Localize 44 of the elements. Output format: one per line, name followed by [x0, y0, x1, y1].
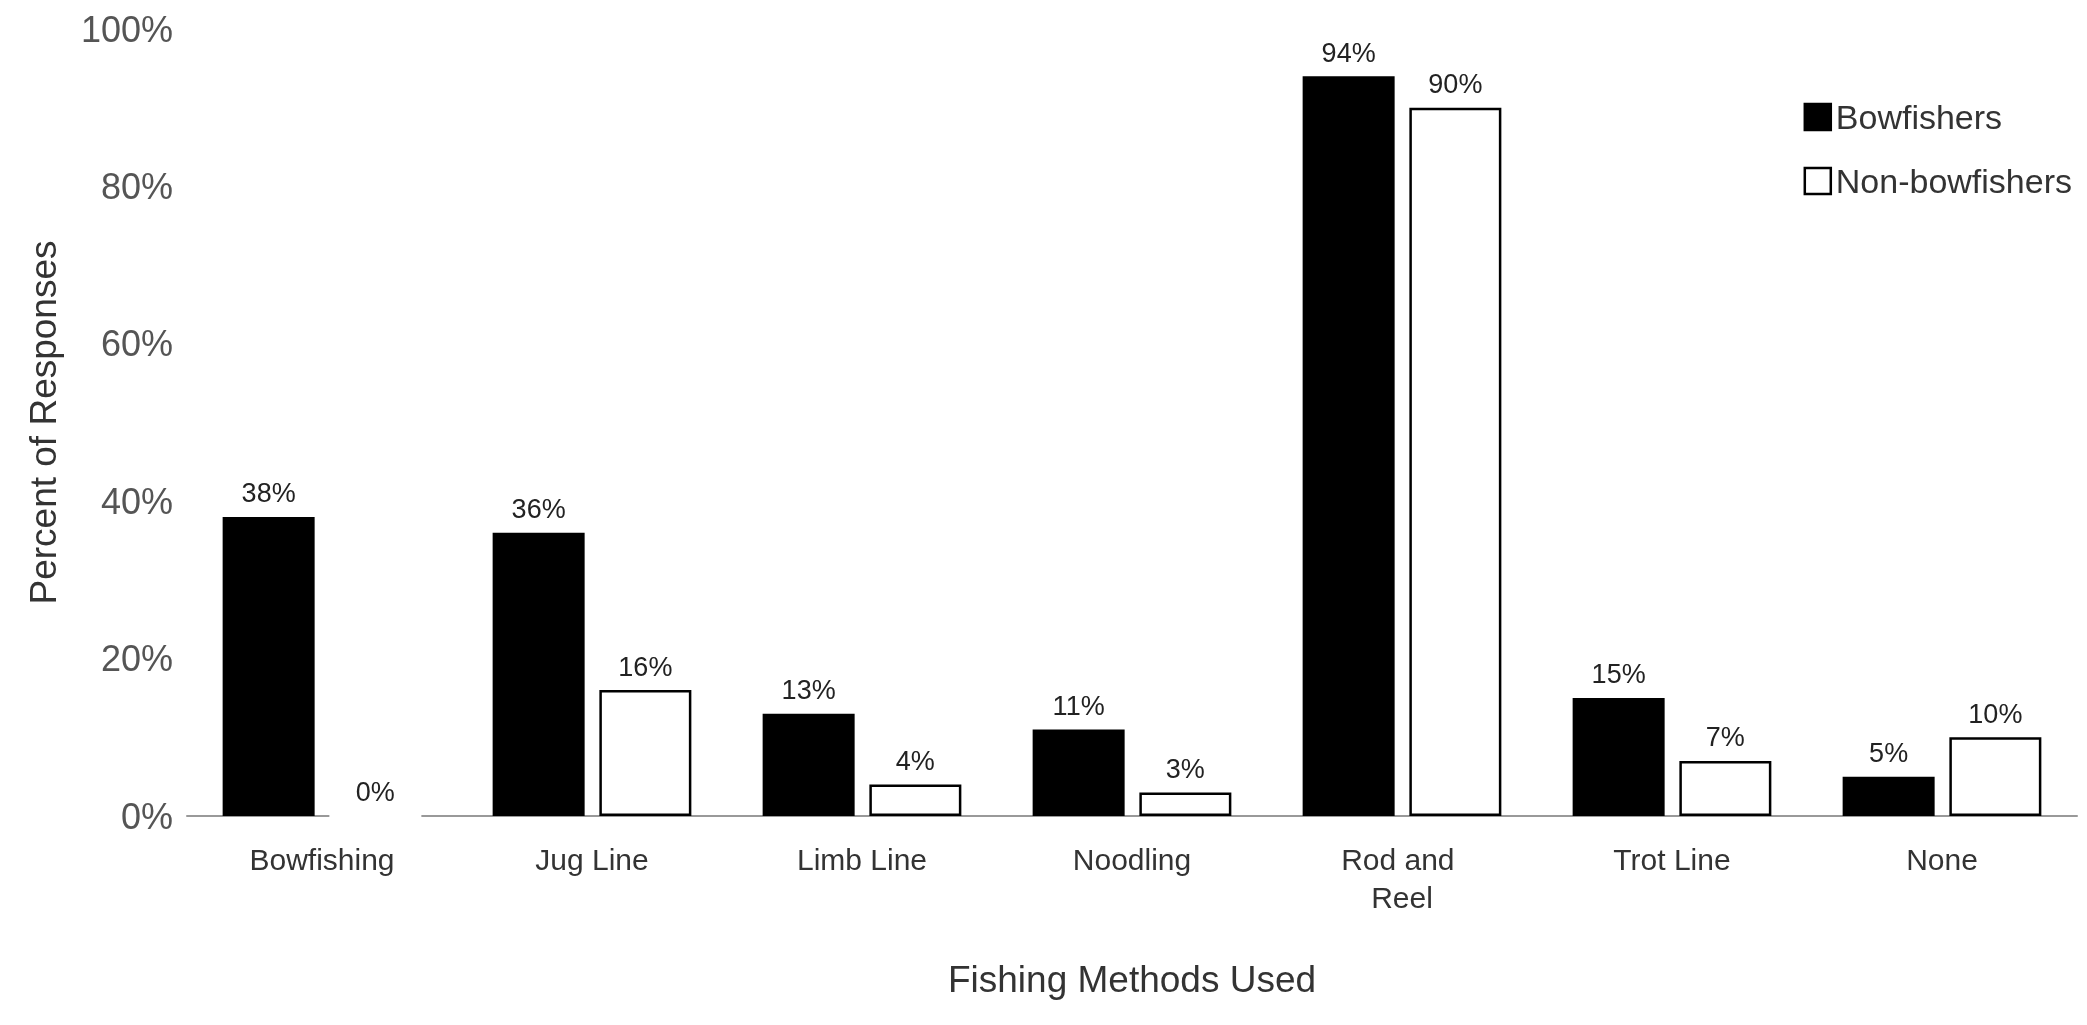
data-label: 90% [1428, 69, 1483, 100]
data-label: 0% [355, 776, 395, 807]
bar [1032, 729, 1125, 816]
bar [869, 784, 962, 816]
bar [762, 713, 855, 816]
x-tick-label: Trot Line [1613, 842, 1731, 876]
x-axis-title: Fishing Methods Used [947, 959, 1317, 1000]
x-tick-label: Jug Line [535, 842, 649, 876]
bar [599, 690, 692, 816]
data-label: 5% [1869, 738, 1909, 769]
data-label: 10% [1968, 698, 2023, 729]
y-tick-label: 40% [100, 480, 173, 522]
x-tick-label: None [1906, 842, 1978, 876]
data-label: 94% [1321, 37, 1376, 68]
data-label: 7% [1705, 722, 1745, 753]
y-axis-title: Percent of Responses [23, 240, 64, 605]
data-label: 3% [1165, 753, 1205, 784]
data-label: 13% [781, 675, 836, 706]
data-label: 11% [1052, 690, 1105, 721]
data-label: 36% [511, 494, 566, 525]
data-label: 38% [241, 478, 296, 509]
bar [1409, 107, 1502, 816]
x-tick-label: Noodling [1072, 842, 1192, 876]
x-tick-label: Bowfishing [249, 842, 395, 876]
y-tick-label: 0% [120, 795, 173, 837]
y-tick-label: 80% [100, 165, 173, 207]
bar [492, 532, 585, 816]
y-tick-label: 100% [80, 8, 173, 50]
bar [1679, 760, 1772, 816]
bar [1949, 737, 2042, 816]
y-tick-label: 20% [100, 638, 173, 680]
y-tick-label: 60% [100, 323, 173, 365]
bar [222, 516, 315, 816]
x-tick-label: Rod and Reel [1341, 842, 1463, 914]
data-label: 15% [1591, 659, 1646, 690]
data-label: 4% [895, 746, 935, 777]
data-label: 16% [618, 651, 673, 682]
bar [1572, 697, 1665, 816]
legend-label: Bowfishers [1835, 98, 2003, 136]
legend-label: Non-bowfishers [1835, 162, 2073, 200]
bar [1302, 76, 1395, 816]
x-tick-label: Limb Line [796, 842, 928, 876]
bar [1842, 776, 1935, 816]
bar [1139, 792, 1232, 816]
